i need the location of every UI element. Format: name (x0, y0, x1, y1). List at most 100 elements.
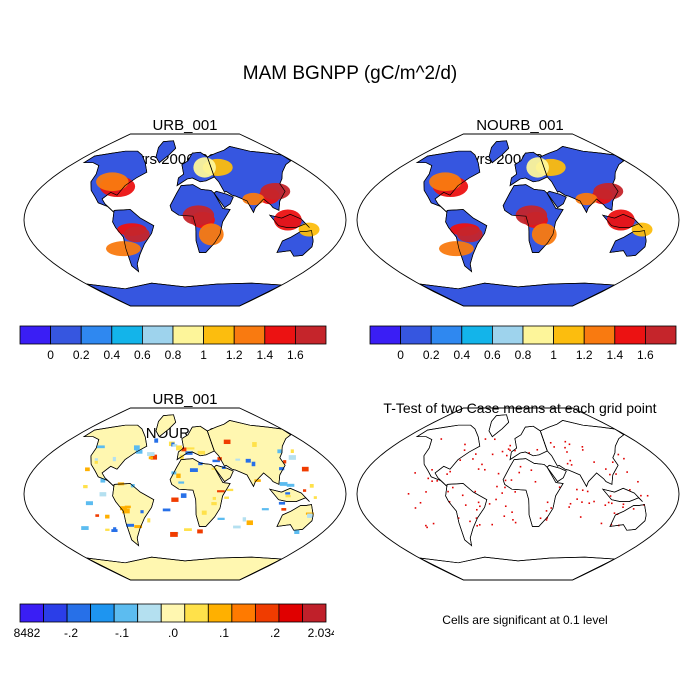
significant-cell (504, 486, 506, 489)
colorbar-swatch (233, 325, 266, 345)
significant-cell (609, 473, 611, 476)
significant-cell (622, 503, 625, 506)
shading-cell (294, 529, 300, 534)
shading-cell (197, 450, 206, 455)
shading-cell (135, 449, 143, 454)
significant-cell (629, 489, 631, 491)
significant-cell (569, 459, 572, 462)
colorbar-label: 1.4 (606, 348, 623, 362)
shading-cell (212, 459, 220, 463)
colorbar-label: 0.6 (134, 348, 151, 362)
shading-patch (242, 192, 265, 206)
significant-cell (474, 490, 477, 493)
coastline-europe (509, 425, 548, 461)
colorbar-label: 1.4 (256, 348, 273, 362)
colorbar-swatch (172, 325, 205, 345)
coastline-indonesia (268, 213, 310, 228)
significant-cell (626, 471, 628, 473)
shading-cell (133, 445, 140, 451)
shading-cell (245, 458, 251, 463)
colorbar-label: 1.2 (576, 348, 593, 362)
shading-cell (281, 508, 287, 511)
significant-cell (514, 449, 516, 452)
shading-cell (198, 462, 203, 466)
colorbar-swatch (137, 603, 162, 623)
significant-cell (611, 461, 614, 463)
colorbar-label: 0.2 (423, 348, 440, 362)
colorbar-swatch (553, 325, 585, 345)
significant-cell (491, 523, 494, 526)
significant-cell (605, 468, 607, 470)
shading-cell (197, 529, 203, 534)
shading-cell (85, 467, 90, 472)
colorbar-swatch (430, 325, 463, 345)
coastline-south-america (112, 209, 155, 273)
coastline-australia (609, 230, 647, 257)
shading-cell (171, 497, 179, 502)
continent-africa (502, 458, 564, 527)
colorbar-label: 0.2 (73, 348, 90, 362)
shading-cell (290, 449, 294, 453)
significant-cell (475, 453, 477, 455)
colorbar-swatch (294, 325, 327, 345)
significant-cell (484, 438, 487, 440)
significant-cell (446, 473, 448, 475)
shading-cell (313, 496, 317, 499)
significant-cell (493, 438, 496, 441)
significant-cell (558, 486, 561, 488)
shading-cell (279, 467, 285, 471)
coastline-asia (206, 146, 292, 214)
significant-cell (509, 449, 511, 452)
shading-cell (122, 508, 130, 514)
shading-cell (119, 506, 127, 511)
significant-cell (464, 504, 467, 506)
significant-cell (530, 469, 533, 471)
significant-cell (545, 510, 548, 512)
significant-cell (588, 502, 591, 505)
significant-cell (646, 494, 649, 497)
significant-cell (457, 517, 460, 519)
shading-patch (123, 226, 150, 243)
significant-cell (426, 526, 428, 529)
colorbar-swatch (50, 325, 82, 345)
shading-cell (261, 508, 269, 511)
significant-cell (476, 524, 478, 527)
colorbar-label: .0 (168, 626, 178, 640)
significant-cell (503, 515, 506, 517)
shading-cell (301, 466, 309, 472)
colorbar-label: 0.4 (103, 348, 120, 362)
significant-cell (414, 472, 416, 474)
significant-cell (427, 477, 430, 480)
colorbar-label: 0.8 (515, 348, 532, 362)
shading-patch (438, 241, 474, 257)
shading-patch (631, 222, 653, 237)
significant-cell (512, 519, 514, 521)
panel-2-title-line1: NOURB_001 (476, 117, 564, 134)
colorbar-swatch (264, 325, 296, 345)
coastline-south-america (112, 483, 155, 547)
shading-cell (85, 501, 93, 506)
significant-cell (484, 468, 486, 471)
shading-cell (150, 454, 158, 460)
coastline-africa (169, 184, 231, 253)
coastline-europe (176, 151, 215, 187)
shading-cell (288, 455, 296, 460)
significant-cell (464, 443, 466, 446)
significant-cell (637, 480, 639, 483)
shading-cell (100, 478, 106, 483)
shading-cell (148, 456, 153, 460)
coastline-arabia (546, 464, 567, 483)
coastline-greenland (155, 414, 177, 438)
significant-cell (507, 448, 510, 450)
colorbar-swatch (160, 603, 186, 623)
significant-cell (451, 486, 454, 489)
shading-cell (162, 508, 171, 512)
significant-cell (431, 480, 433, 482)
significant-cell (425, 491, 427, 493)
coastline-africa (502, 184, 564, 253)
continent-arabia (546, 464, 567, 483)
shading-cell (184, 528, 192, 531)
significant-cell (475, 508, 478, 511)
significant-cell (425, 524, 427, 527)
significant-cell (568, 443, 571, 446)
